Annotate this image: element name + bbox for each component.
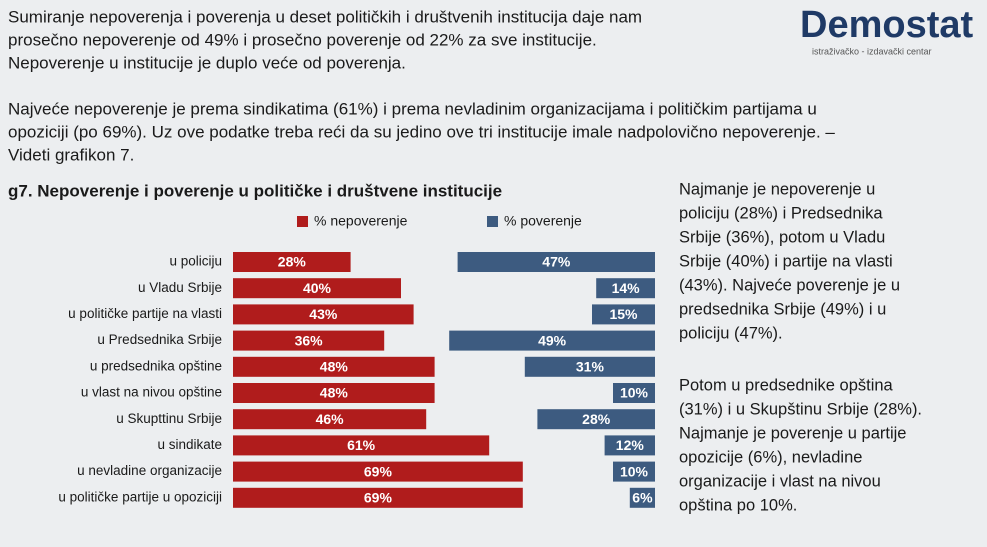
category-label: u političke partije u opoziciji [58, 489, 222, 504]
bar [629, 487, 655, 508]
category-label: u političke partije na vlasti [68, 306, 222, 321]
bar [596, 278, 655, 299]
value-label: 43% [309, 306, 338, 322]
bar [457, 252, 655, 272]
value-label: 69% [364, 463, 393, 479]
bar [233, 409, 427, 430]
legend-label: % poverenje [504, 213, 582, 229]
side-note-line: Srbije (36%), potom u Vladu [679, 228, 885, 246]
side-note-line: policiju (28%) i Predsednika [679, 204, 883, 222]
category-label: u vlast na nivou opštine [81, 385, 222, 400]
value-label: 48% [320, 385, 349, 401]
bar [233, 330, 385, 351]
value-label: 48% [320, 359, 349, 375]
category-label: u policiju [169, 254, 222, 269]
value-label: 15% [609, 306, 638, 322]
value-label: 12% [616, 437, 645, 453]
value-label: 69% [364, 490, 393, 506]
logo: Demostat [800, 4, 973, 46]
intro-line: Videti grafikon 7. [8, 145, 134, 164]
side-note-line: Najmanje je poverenje u partije [679, 424, 906, 442]
value-label: 28% [582, 411, 611, 427]
intro-line: Najveće nepoverenje je prema sindikatima… [8, 99, 817, 118]
value-label: 47% [542, 254, 571, 270]
intro-line: opoziciji (po 69%). Uz ove podatke treba… [8, 122, 835, 141]
legend-swatch [487, 216, 498, 227]
value-label: 28% [278, 254, 307, 270]
bar [613, 461, 655, 482]
side-note-line: organizacije i vlast na nivou [679, 472, 881, 490]
bar [613, 383, 655, 403]
side-note-line: opština po 10%. [679, 496, 797, 514]
bar [233, 383, 435, 403]
bar [233, 487, 523, 508]
logo-tagline: istraživačko - izdavački centar [812, 46, 932, 56]
category-label: u nevladine organizacije [77, 463, 222, 478]
intro-line: Nepoverenje u institucije je duplo veće … [8, 53, 406, 72]
side-note-line: predsednika Srbije (49%) i u [679, 300, 886, 318]
value-label: 46% [316, 411, 345, 427]
value-label: 6% [632, 490, 653, 506]
bar [604, 435, 655, 456]
category-label: u predsednika opštine [90, 358, 222, 373]
bar [449, 330, 655, 351]
bar [233, 356, 435, 377]
value-label: 31% [576, 359, 605, 375]
legend-swatch [297, 216, 308, 227]
side-note-line: Srbije (40%) i partije na vlasti [679, 252, 893, 270]
intro-line: Sumiranje nepoverenja i poverenja u dese… [8, 7, 642, 26]
bar [233, 461, 523, 482]
side-note-line: Potom u predsednike opština [679, 376, 894, 394]
bar [537, 409, 655, 430]
bar [233, 435, 490, 456]
category-label: u Skupttinu Srbije [116, 411, 222, 426]
bar [524, 356, 655, 377]
value-label: 10% [620, 463, 649, 479]
chart-title: g7. Nepoverenje i poverenje u političke … [8, 181, 502, 200]
value-label: 49% [538, 332, 567, 348]
intro-line: prosečno nepoverenje od 49% i prosečno p… [8, 30, 597, 49]
value-label: 10% [620, 385, 649, 401]
side-note-line: Najmanje je nepoverenje u [679, 180, 875, 198]
value-label: 61% [347, 437, 376, 453]
side-note-line: (31%) i u Skupštinu Srbije (28%). [679, 400, 922, 418]
side-note-line: (43%). Najveće poverenje je u [679, 276, 900, 294]
value-label: 36% [295, 332, 324, 348]
legend-label: % nepoverenje [314, 213, 408, 229]
value-label: 14% [612, 280, 641, 296]
category-label: u Vladu Srbije [138, 280, 222, 295]
side-note-line: opozicije (6%), nevladine [679, 448, 862, 466]
bar [233, 304, 414, 325]
bar [592, 304, 655, 325]
bar [233, 278, 401, 299]
category-label: u sindikate [157, 437, 222, 452]
value-label: 40% [303, 280, 332, 296]
side-note-line: policiju (47%). [679, 324, 783, 342]
category-label: u Predsednika Srbije [97, 332, 222, 347]
bar [233, 252, 351, 272]
